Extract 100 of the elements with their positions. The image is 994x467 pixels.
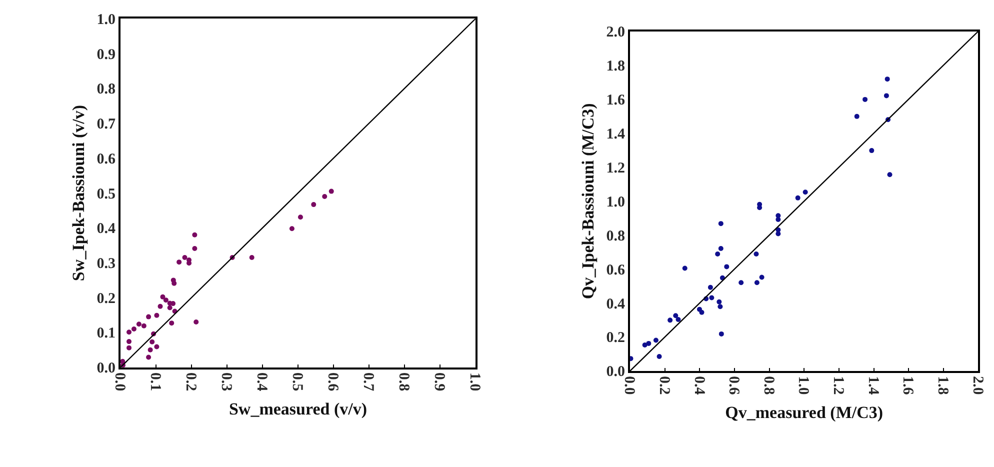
point — [668, 318, 673, 323]
point — [884, 76, 890, 82]
point — [154, 312, 160, 318]
point — [289, 226, 294, 232]
point — [754, 280, 760, 286]
point — [854, 114, 860, 119]
x-tick-label: 0.6 — [324, 372, 341, 392]
point — [759, 274, 764, 280]
point — [311, 202, 316, 208]
x-tick-label: 0.5 — [289, 372, 306, 392]
point — [298, 214, 303, 220]
y-tick-label: 0.2 — [96, 290, 116, 307]
y-tick-label: 0.8 — [606, 228, 626, 244]
point — [328, 188, 334, 194]
point — [676, 317, 681, 322]
y-tick-label: 1.0 — [606, 194, 626, 210]
y-tick-label: 0.1 — [96, 326, 116, 342]
point — [126, 330, 132, 335]
x-tick-label: 1.2 — [830, 376, 846, 395]
point — [646, 340, 652, 346]
point — [724, 264, 730, 270]
x-tick-label: 0.4 — [690, 376, 707, 396]
y-axis-title: Qv_Ipek-Bassiouni (M/C3) — [578, 103, 598, 300]
y-tick-label: 2.0 — [606, 24, 626, 41]
y-tick-label: 1.2 — [606, 160, 626, 176]
x-tick-label: 0.2 — [182, 372, 199, 392]
point — [170, 301, 176, 306]
y-tick-label: 0.5 — [96, 186, 116, 202]
point — [192, 246, 198, 251]
point — [192, 232, 198, 238]
point — [718, 331, 724, 336]
point — [718, 221, 724, 226]
point — [146, 354, 152, 360]
point — [146, 314, 152, 320]
point — [709, 295, 714, 300]
point — [653, 338, 658, 343]
point — [869, 148, 874, 154]
x-tick-label: 0.8 — [760, 376, 776, 395]
x-axis-title: Qv_measured (M/C3) — [725, 403, 884, 422]
point — [699, 310, 704, 315]
x-tick-label: 1.0 — [795, 376, 812, 395]
point — [182, 255, 188, 260]
y-tick-label: 1.6 — [606, 92, 626, 109]
point — [673, 313, 678, 318]
x-tick-label: 0.1 — [147, 372, 164, 392]
point — [322, 194, 328, 200]
y-tick-label: 0.6 — [606, 262, 626, 278]
point — [718, 246, 724, 252]
point — [754, 251, 759, 256]
x-tick-label: 0.4 — [254, 372, 270, 392]
point — [150, 339, 155, 344]
x-tick-label: 0.9 — [431, 372, 448, 392]
y-tick-label: 1.8 — [606, 58, 626, 75]
x-tick-label: 2.0 — [969, 376, 986, 395]
point — [249, 255, 254, 260]
point — [887, 172, 892, 178]
y-tick-label: 1.4 — [606, 126, 626, 142]
y-tick-label: 0.7 — [96, 116, 116, 133]
point — [716, 299, 722, 304]
x-tick-label: 0.2 — [656, 376, 672, 395]
y-tick-label: 1.0 — [96, 12, 116, 28]
point — [757, 205, 762, 210]
y-axis-title: Sw_Ipek-Bassiouni (v/v) — [68, 104, 88, 282]
point — [802, 190, 808, 195]
point — [884, 93, 889, 98]
point — [131, 326, 136, 332]
point — [169, 320, 174, 326]
point — [708, 284, 713, 290]
point — [126, 345, 132, 350]
point — [656, 354, 662, 360]
y-tick-label: 0.2 — [606, 330, 626, 346]
y-tick-label: 0.8 — [96, 82, 116, 98]
point — [167, 305, 172, 310]
point — [718, 304, 723, 310]
x-tick-label: 0.3 — [218, 372, 234, 392]
point — [682, 266, 688, 271]
y-tick-label: 0.6 — [96, 151, 116, 168]
point — [160, 294, 166, 300]
point — [141, 323, 146, 328]
y-tick-label: 0.4 — [96, 221, 116, 238]
x-tick-label: 1.4 — [864, 376, 881, 396]
point — [163, 298, 168, 303]
x-tick-label: 1.6 — [900, 376, 916, 396]
point — [715, 251, 720, 256]
point — [194, 320, 199, 325]
point — [148, 347, 153, 352]
point — [172, 280, 177, 286]
x-tick-label: 0.7 — [360, 372, 376, 392]
point — [738, 280, 744, 286]
x-axis-title: Sw_measured (v/v) — [228, 400, 368, 418]
point — [136, 322, 142, 327]
point — [154, 344, 160, 350]
x-tick-label: 0.8 — [396, 372, 412, 392]
point — [862, 96, 868, 102]
point — [776, 231, 781, 236]
x-tick-label: 1.8 — [934, 376, 951, 395]
x-tick-label: 1.0 — [466, 372, 483, 392]
y-tick-label: 0.4 — [606, 296, 626, 312]
y-tick-label: 0.9 — [96, 46, 116, 63]
point — [795, 195, 800, 200]
